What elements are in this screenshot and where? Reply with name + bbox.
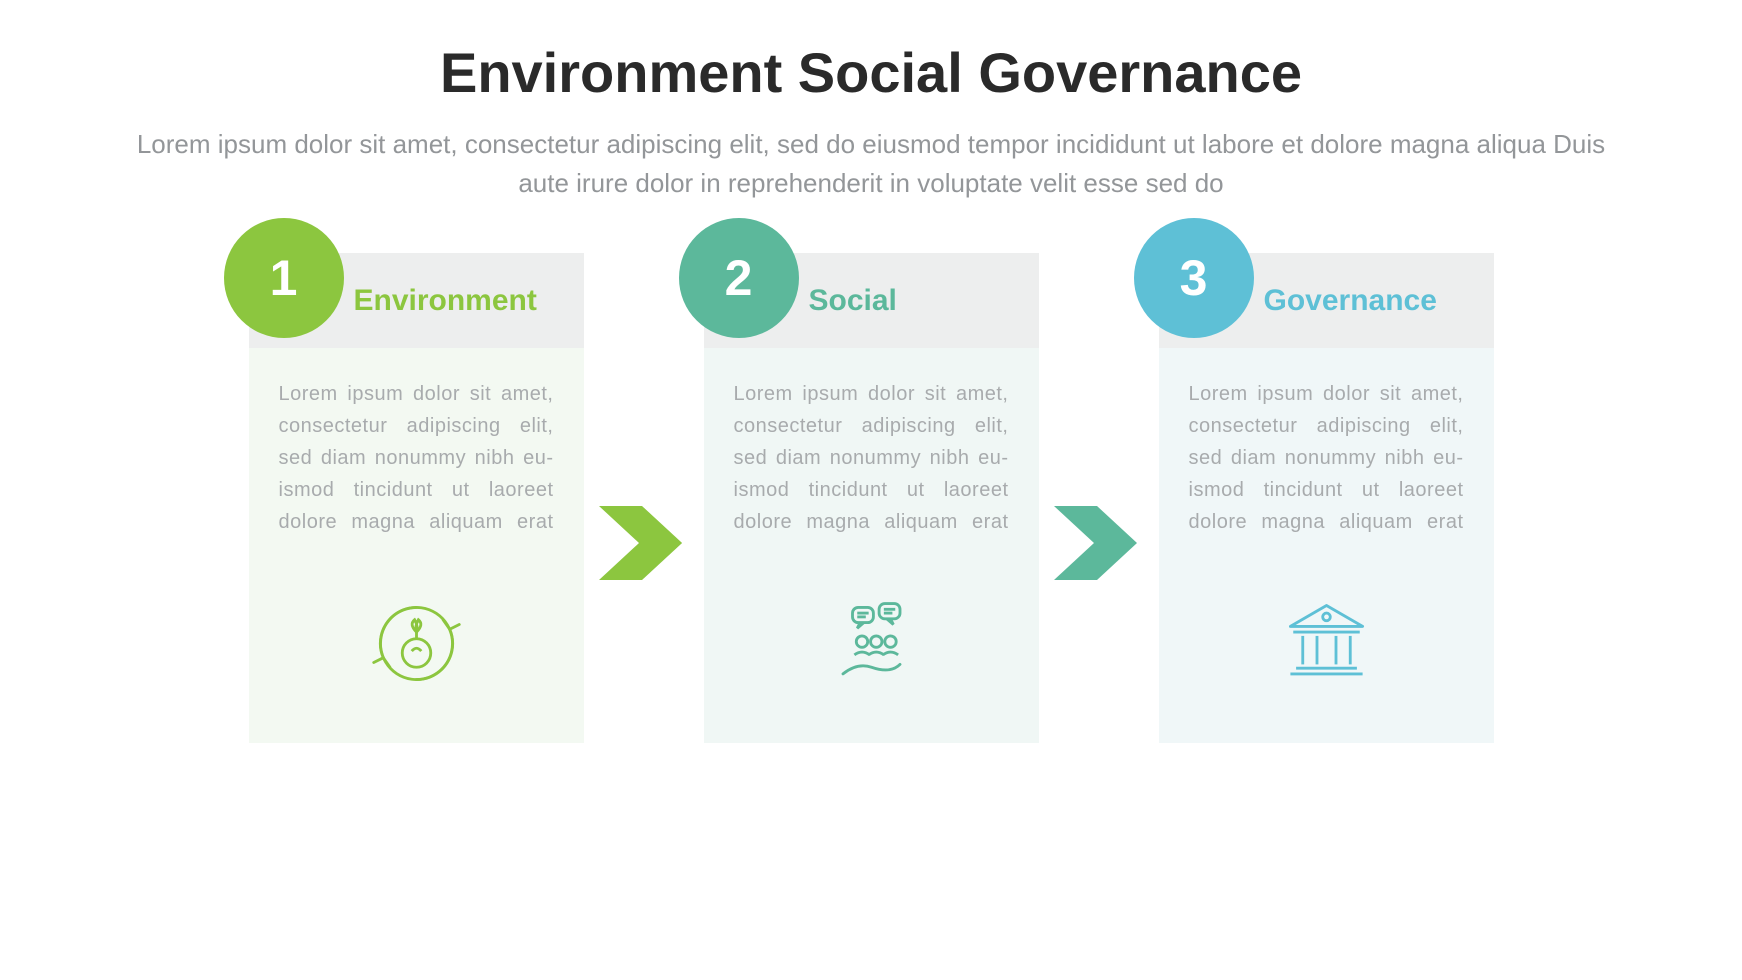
badge-2: 2 xyxy=(679,218,799,338)
badge-number: 2 xyxy=(725,249,753,307)
card-governance: 3 Governance Lorem ipsum dolor sit amet,… xyxy=(1159,253,1494,743)
arrow-2 xyxy=(1039,498,1159,588)
badge-1: 1 xyxy=(224,218,344,338)
card-body: Lorem ipsum dolor sit amet, consectetur … xyxy=(704,348,1039,743)
arrow-1 xyxy=(584,498,704,588)
badge-3: 3 xyxy=(1134,218,1254,338)
card-environment: 1 Environment Lorem ipsum dolor sit amet… xyxy=(249,253,584,743)
card: 1 Environment Lorem ipsum dolor sit amet… xyxy=(249,253,584,743)
card-social: 2 Social Lorem ipsum dolor sit amet, con… xyxy=(704,253,1039,743)
governance-icon xyxy=(1276,593,1376,693)
card-title-governance: Governance xyxy=(1264,284,1437,318)
page-title: Environment Social Governance xyxy=(440,40,1302,105)
social-icon xyxy=(821,593,921,693)
cards-row: 1 Environment Lorem ipsum dolor sit amet… xyxy=(0,253,1742,743)
card-description: Lorem ipsum dolor sit amet, consectetur … xyxy=(1189,378,1464,538)
card: 2 Social Lorem ipsum dolor sit amet, con… xyxy=(704,253,1039,743)
card-description: Lorem ipsum dolor sit amet, consectetur … xyxy=(279,378,554,538)
card-body: Lorem ipsum dolor sit amet, consectetur … xyxy=(249,348,584,743)
card: 3 Governance Lorem ipsum dolor sit amet,… xyxy=(1159,253,1494,743)
badge-number: 3 xyxy=(1180,249,1208,307)
card-title-social: Social xyxy=(809,284,897,318)
card-title-environment: Environment xyxy=(354,284,537,318)
badge-number: 1 xyxy=(270,249,298,307)
card-description: Lorem ipsum dolor sit amet, consectetur … xyxy=(734,378,1009,538)
environment-icon xyxy=(366,593,466,693)
card-body: Lorem ipsum dolor sit amet, consectetur … xyxy=(1159,348,1494,743)
page-subtitle: Lorem ipsum dolor sit amet, consectetur … xyxy=(121,125,1621,203)
